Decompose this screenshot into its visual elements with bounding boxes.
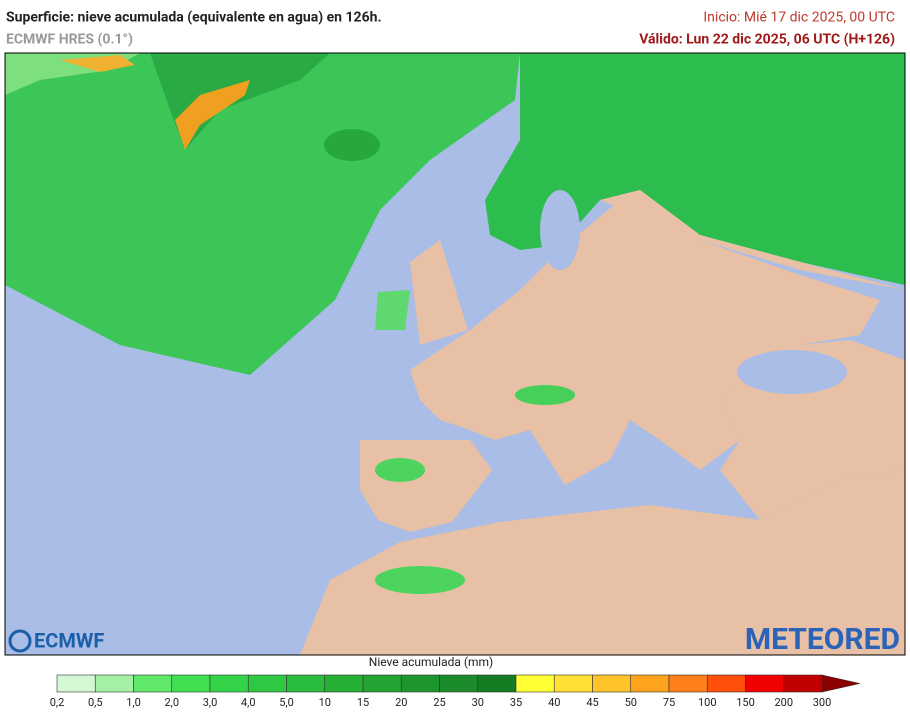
- legend-label: 75: [663, 696, 675, 709]
- legend-swatch: [94, 674, 134, 693]
- legend-swatch: [171, 674, 211, 693]
- map: [4, 52, 906, 656]
- legend-swatch: [439, 674, 479, 693]
- legend-swatch: [668, 674, 708, 693]
- legend: 0,2 0,5 1,0 2,0 3,0 4,0 5,0 10 15 20 25 30 35 40 45 50 7…: [50, 674, 861, 709]
- legend-label: 300: [813, 696, 832, 709]
- legend-label: 3,0: [203, 696, 218, 709]
- legend-label: 15: [357, 696, 369, 709]
- legend-swatch: [553, 674, 593, 693]
- legend-swatch: [56, 674, 96, 693]
- legend-label: 2,0: [164, 696, 179, 709]
- legend-label: 50: [625, 696, 637, 709]
- legend-label: 30: [472, 696, 484, 709]
- legend-label: 45: [586, 696, 598, 709]
- legend-arrow: [821, 674, 861, 693]
- legend-swatch: [247, 674, 287, 693]
- legend-swatch: [362, 674, 402, 693]
- legend-swatch: [515, 674, 555, 693]
- valid-time: Válido: Lun 22 dic 2025, 06 UTC (H+126): [639, 32, 895, 48]
- legend-label: 10: [319, 696, 331, 709]
- legend-label: 5,0: [279, 696, 294, 709]
- legend-swatch: [592, 674, 632, 693]
- legend-swatch: [209, 674, 249, 693]
- logo-right: METEORED: [745, 622, 900, 657]
- legend-label: 1,0: [126, 696, 141, 709]
- legend-label: 4,0: [241, 696, 256, 709]
- title: Superficie: nieve acumulada (equivalente…: [6, 10, 382, 26]
- legend-label: 200: [774, 696, 793, 709]
- legend-label: 20: [395, 696, 407, 709]
- legend-swatch: [324, 674, 364, 693]
- legend-label: 100: [698, 696, 717, 709]
- legend-swatch: [783, 674, 823, 693]
- legend-label: 40: [548, 696, 560, 709]
- legend-swatch: [745, 674, 785, 693]
- legend-label: 25: [433, 696, 445, 709]
- legend-label: 0,5: [88, 696, 103, 709]
- legend-swatch: [286, 674, 326, 693]
- legend-label: 35: [510, 696, 522, 709]
- ecmwf-logo: ECMWF: [8, 628, 104, 653]
- legend-swatch: [630, 674, 670, 693]
- legend-title: Nieve acumulada (mm): [369, 655, 493, 669]
- legend-label: 0,2: [50, 696, 65, 709]
- legend-swatch: [400, 674, 440, 693]
- logo-left: ECMWF: [34, 628, 104, 652]
- legend-label: 150: [736, 696, 755, 709]
- init-time: Inicio: Mié 17 dic 2025, 00 UTC: [703, 10, 895, 26]
- legend-swatch: [477, 674, 517, 693]
- model: ECMWF HRES (0.1°): [6, 32, 133, 48]
- legend-swatch: [133, 674, 173, 693]
- legend-swatch: [706, 674, 746, 693]
